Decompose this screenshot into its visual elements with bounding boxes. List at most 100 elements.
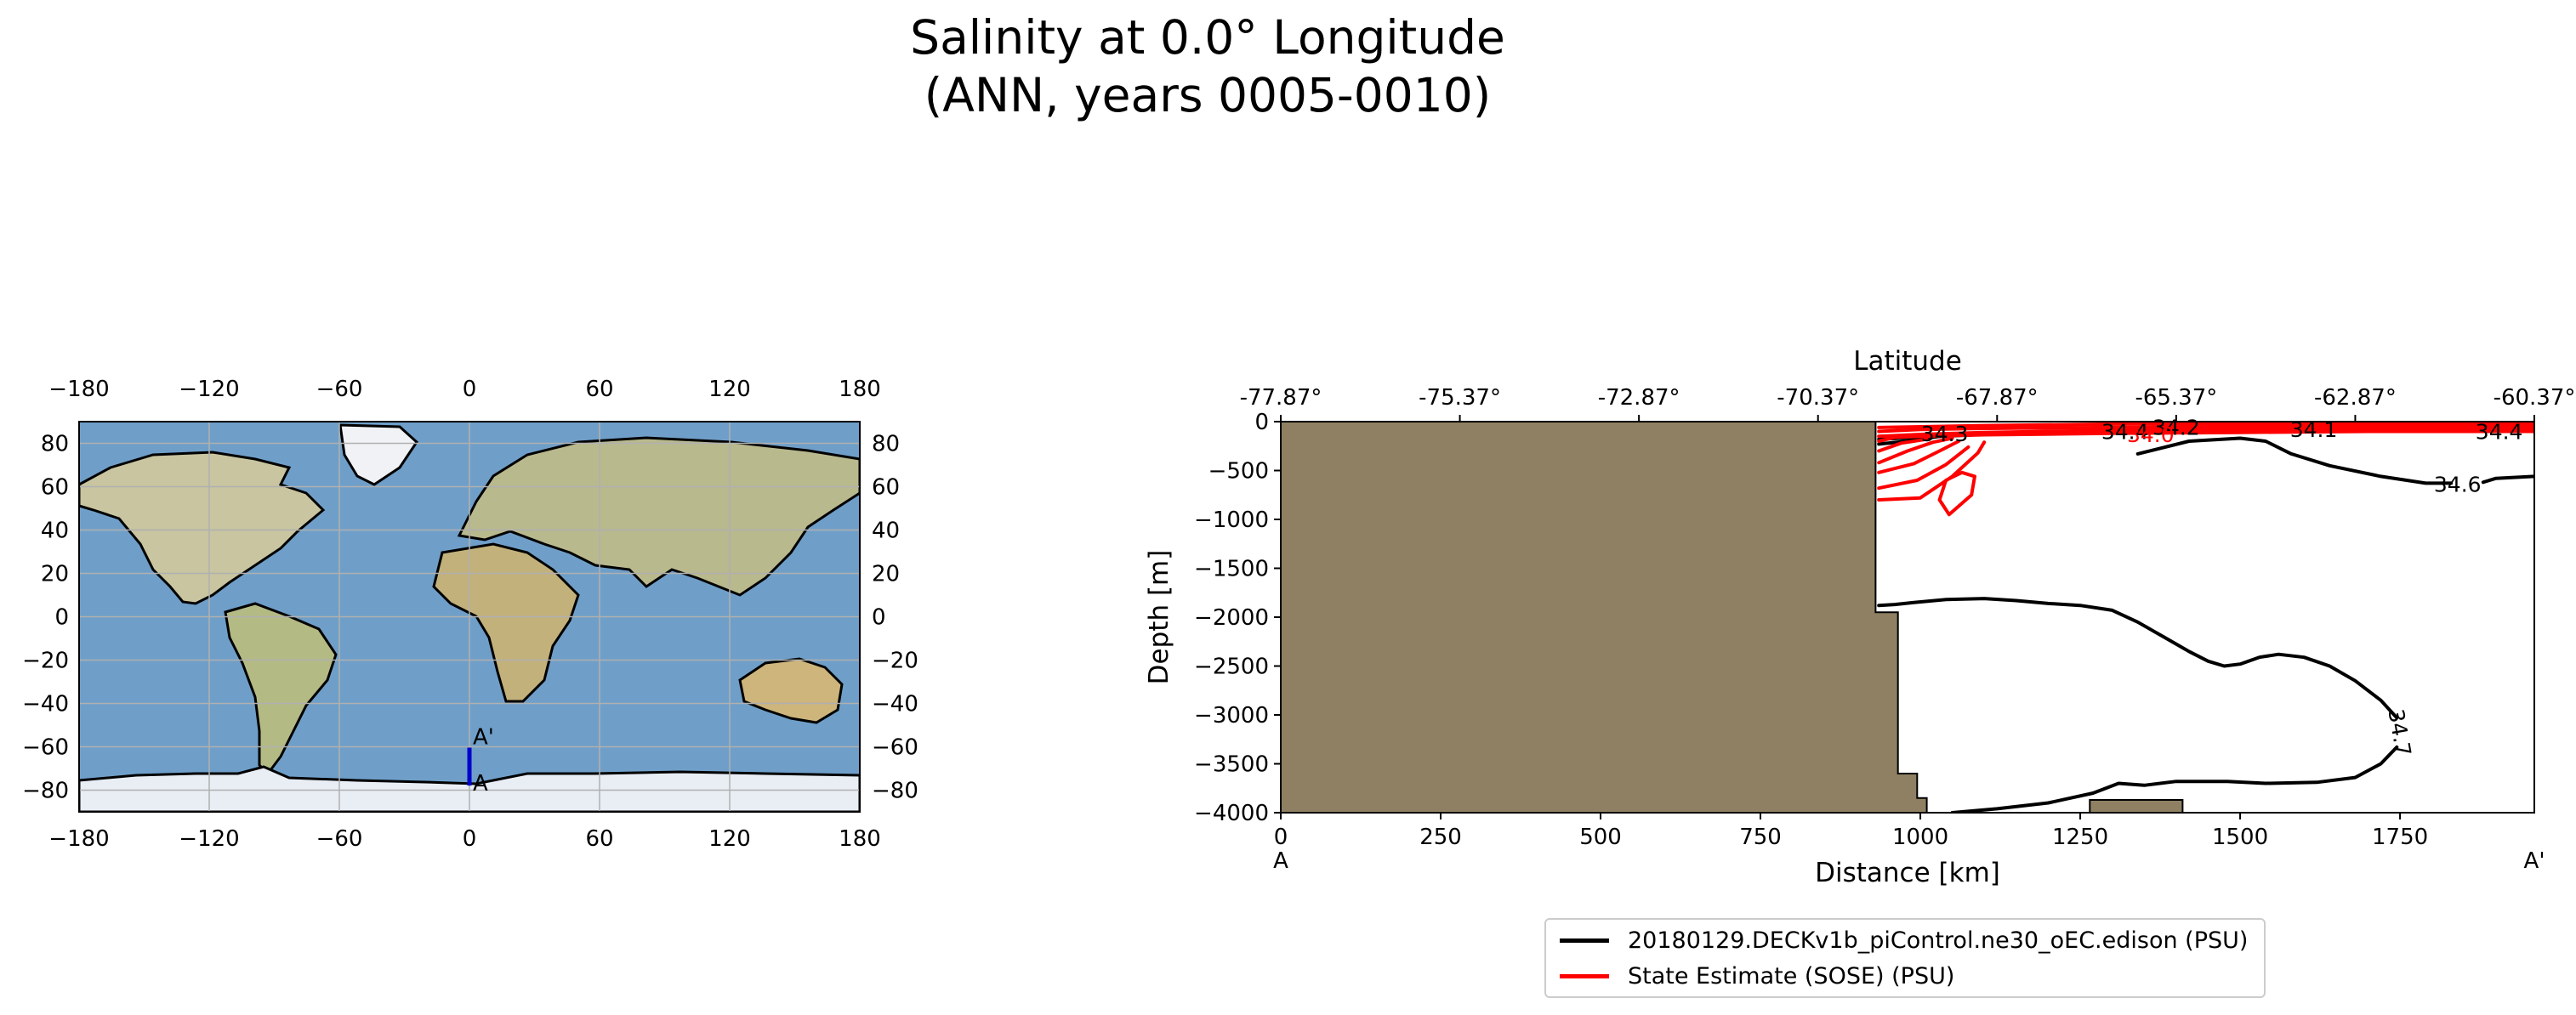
contour-line-sose: [1877, 422, 2534, 429]
map-top-tick-label: 120: [708, 377, 751, 402]
map-bottom-tick-label: 180: [839, 826, 881, 852]
map-top-tick-label: 180: [839, 377, 881, 402]
map-top-tick-label: −60: [316, 377, 363, 402]
y-tick-label: −2500: [1194, 655, 1269, 680]
figure-title: Salinity at 0.0° Longitude (ANN, years 0…: [0, 9, 2415, 124]
top-tick-label: -62.87°: [2314, 385, 2397, 411]
map-right-tick-label: −40: [872, 692, 918, 717]
map-right-tick-label: 80: [872, 432, 900, 457]
map-right-tick-label: −80: [872, 779, 918, 804]
seamount-land: [2089, 799, 2184, 813]
map-left-tick-label: 0: [54, 605, 69, 631]
top-tick-label: -75.37°: [1419, 385, 1501, 411]
map-right-tick-label: 0: [872, 605, 886, 631]
south-america-landmass: [224, 602, 338, 776]
map-ticks: −180 −180 −120 −120 −60 −60 0 0 60 60 120 120 180 180…: [22, 377, 918, 852]
x-tick-label: 250: [1419, 825, 1462, 850]
x-tick-label: 500: [1579, 825, 1622, 850]
map-top-tick-label: 60: [585, 377, 613, 402]
top-axis-label: Latitude: [1853, 346, 1962, 377]
contour-line-sose: [1877, 424, 2534, 434]
legend-swatch-model: [1560, 938, 1609, 943]
contour-line-sose: [1877, 445, 1970, 490]
map-right-tick-label: 60: [872, 475, 900, 501]
top-tick-label: -70.37°: [1777, 385, 1859, 411]
salinity-contours: [1877, 422, 2534, 813]
map-bottom-tick-label: −60: [316, 826, 363, 852]
map-bottom-tick-label: 0: [463, 826, 477, 852]
map-left-tick-label: −80: [22, 779, 69, 804]
contour-line-sose: [1877, 437, 1929, 453]
contour-labels: 34.3 34.4 34.2 34.1 34.434.634.734.0: [1921, 415, 2523, 757]
map-bottom-tick-label: −180: [48, 826, 109, 852]
contour-label-model: 34.4: [2101, 420, 2149, 445]
section-start-label: A: [1273, 848, 1288, 874]
contour-label-model: 34.4: [2476, 420, 2523, 445]
map-right-tick-label: 40: [872, 519, 900, 544]
contour-line-model: [1877, 597, 2399, 720]
legend-item-sose: State Estimate (SOSE) (PSU): [1560, 959, 1954, 993]
map-top-tick-label: −180: [48, 377, 109, 402]
x-tick-label: 1500: [2212, 825, 2268, 850]
contour-line-sose: [1877, 436, 1954, 465]
contour-label-model: 34.3: [1921, 422, 1969, 446]
transect-group: A A': [467, 724, 494, 797]
transect-start-label: A: [473, 771, 488, 797]
x-tick-label: 1750: [2372, 825, 2428, 850]
figure-title-line-2: (ANN, years 0005-0010): [924, 68, 1492, 122]
map-left-tick-label: −60: [22, 735, 69, 761]
top-tick-label: -60.37°: [2494, 385, 2576, 411]
y-tick-label: −500: [1208, 459, 1269, 485]
greenland-landmass: [338, 423, 418, 486]
top-tick-label: -65.37°: [2135, 385, 2217, 411]
y-axis-label: Depth [m]: [1144, 550, 1174, 685]
x-tick-label: 1000: [1892, 825, 1948, 850]
contour-line-sose: [1877, 427, 2534, 439]
legend-item-model: 20180129.DECKv1b_piControl.ne30_oEC.edis…: [1560, 923, 2248, 957]
map-left-tick-label: 80: [41, 432, 69, 457]
legend: 20180129.DECKv1b_piControl.ne30_oEC.edis…: [1544, 918, 2266, 998]
map-bottom-tick-label: 120: [708, 826, 751, 852]
contour-label-model: 34.6: [2434, 473, 2482, 497]
contour-line-sose: [1937, 470, 1976, 517]
legend-label-model: 20180129.DECKv1b_piControl.ne30_oEC.edis…: [1628, 927, 2249, 954]
north-america-landmass: [79, 451, 326, 605]
contour-line-sose: [1877, 429, 2534, 443]
eurasia-landmass: [457, 436, 860, 597]
y-tick-label: −1000: [1194, 508, 1269, 533]
contour-line-model: [2135, 436, 2454, 485]
contour-label-sose: 34.0: [2127, 422, 2175, 447]
map-gridlines: [78, 422, 861, 812]
map-top-tick-label: 0: [463, 377, 477, 402]
section-ticks: 0 250 500 750 1000 1250 1500 1750 0 −500 −1000 −150…: [1194, 385, 2575, 850]
map-top-tick-label: −120: [179, 377, 239, 402]
legend-swatch-sose: [1560, 973, 1609, 978]
map-right-tick-label: −60: [872, 735, 918, 761]
y-tick-label: 0: [1254, 410, 1269, 435]
contour-line-sose: [1877, 439, 1961, 474]
legend-label-sose: State Estimate (SOSE) (PSU): [1628, 962, 1955, 989]
map-bottom-tick-label: −120: [179, 826, 239, 852]
top-tick-label: -72.87°: [1598, 385, 1680, 411]
map-left-tick-label: 20: [41, 562, 69, 587]
figure-title-line-1: Salinity at 0.0° Longitude: [910, 10, 1505, 65]
y-tick-label: −3500: [1194, 752, 1269, 778]
bathymetry-land: [1281, 422, 2184, 813]
continental-shelf-land: [1281, 422, 1928, 813]
section-end-label: A': [2524, 848, 2545, 874]
y-tick-label: −2000: [1194, 605, 1269, 631]
top-tick-label: -77.87°: [1240, 385, 1322, 411]
top-tick-label: -67.87°: [1956, 385, 2039, 411]
map-left-tick-label: 60: [41, 475, 69, 501]
x-tick-label: 1250: [2052, 825, 2108, 850]
y-tick-label: −1500: [1194, 557, 1269, 582]
y-tick-label: −3000: [1194, 703, 1269, 729]
cross-section-panel: 34.3 34.4 34.2 34.1 34.434.634.734.0 0 250 500…: [1144, 346, 2575, 888]
x-tick-label: 750: [1739, 825, 1782, 850]
transect-end-label: A': [473, 724, 494, 750]
map-plot-area: −180 −180 −120 −120 −60 −60 0 0 60 60 120 120 180 180…: [22, 377, 918, 852]
contour-line-model: [2481, 474, 2534, 485]
map-left-tick-label: −20: [22, 649, 69, 674]
map-panel: −180 −180 −120 −120 −60 −60 0 0 60 60 120 120 180 180…: [22, 377, 918, 852]
x-axis-label: Distance [km]: [1815, 858, 2000, 888]
